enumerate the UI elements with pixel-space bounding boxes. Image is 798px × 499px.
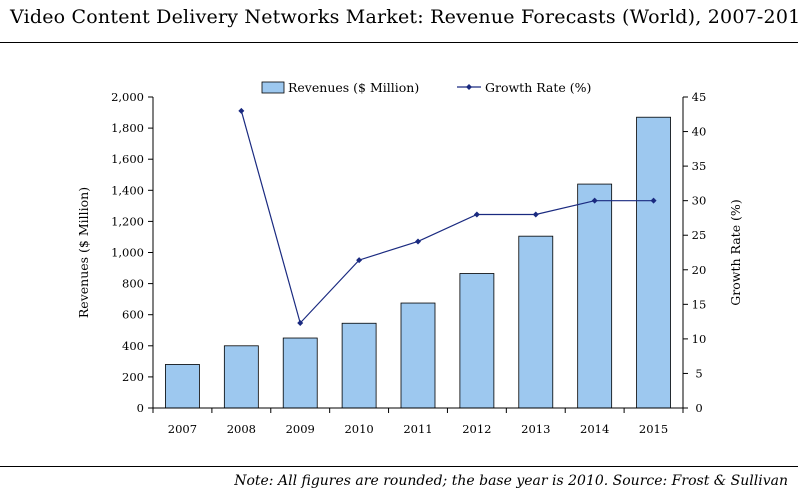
y2-tick-label: 5 [695,366,702,380]
x-tick-label: 2009 [286,422,315,436]
y2-tick-label: 35 [692,159,707,173]
y-tick-label: 0 [137,401,144,415]
bottom-rule [0,466,798,467]
y2-tick-label: 45 [692,90,707,104]
growth-rate-point [356,257,363,264]
bar-2014 [577,183,613,409]
legend-label-revenues: Revenues ($ Million) [288,80,419,95]
bar-2013 [518,235,554,409]
growth-rate-point [415,238,421,245]
y-tick-label: 1,600 [111,152,144,166]
y-axis-title: Revenues ($ Million) [76,187,91,318]
y-tick-label: 400 [122,339,144,353]
y2-tick-label: 15 [692,297,707,311]
y2-tick-label: 40 [692,125,707,139]
bar-2009 [282,337,318,409]
y-tick-label: 200 [122,370,144,384]
y2-tick-label: 20 [692,263,707,277]
x-tick-label: 2013 [521,422,550,436]
growth-rate-point [650,197,657,204]
growth-rate-point [473,211,480,218]
bar-2007 [165,364,200,409]
legend-label-growth: Growth Rate (%) [485,80,591,95]
source-note: Note: All figures are rounded; the base … [234,473,788,489]
growth-rate-point [591,197,598,204]
bar-2010 [341,322,377,409]
y2-tick-label: 25 [692,228,707,242]
y2-tick-label: 0 [695,401,702,415]
top-rule [0,42,798,43]
growth-rate-point [238,107,245,114]
chart-title: Video Content Delivery Networks Market: … [10,6,798,28]
x-tick-label: 2011 [403,422,432,436]
y-tick-label: 800 [122,277,144,291]
y-tick-label: 1,800 [111,121,144,135]
x-tick-label: 2010 [344,422,373,436]
y-tick-label: 1,400 [111,183,144,197]
x-tick-label: 2015 [639,422,668,436]
legend-swatch-growth-marker [466,84,472,90]
y-tick-label: 1,200 [111,214,144,228]
y2-tick-label: 30 [692,194,707,208]
y-tick-label: 2,000 [111,90,144,104]
x-tick-label: 2014 [580,422,609,436]
growth-rate-line [240,110,654,325]
y-tick-label: 1,000 [111,246,144,260]
y2-tick-label: 10 [692,332,707,346]
bar-2011 [400,302,436,409]
bar-2015 [636,116,671,409]
x-tick-label: 2012 [462,422,491,436]
growth-rate-point [532,211,539,218]
x-tick-label: 2007 [168,422,197,436]
bar-2012 [459,273,495,409]
growth-rate-point [297,319,304,326]
x-tick-label: 2008 [227,422,256,436]
legend-swatch-revenues [261,81,285,94]
y-tick-label: 600 [122,308,144,322]
y2-axis-title: Growth Rate (%) [728,199,743,305]
bar-2008 [223,345,259,409]
